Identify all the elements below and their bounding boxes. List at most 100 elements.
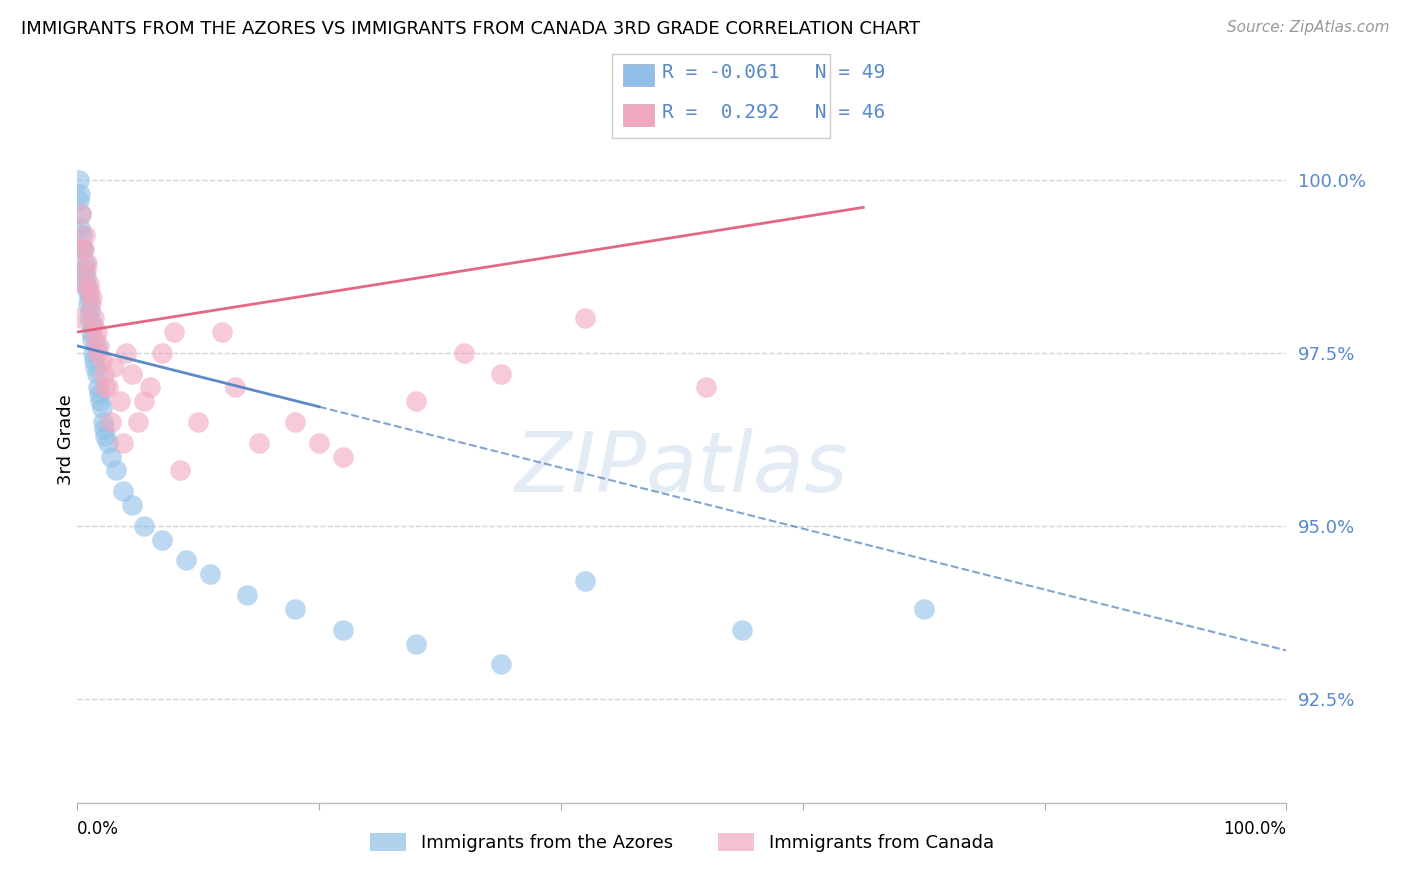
Text: 100.0%: 100.0% [1223, 820, 1286, 838]
Point [70, 228, 93, 243]
Point [67, 172, 90, 186]
Point [87, 380, 110, 394]
Point [86, 325, 108, 339]
Point [121, 498, 143, 512]
Point [84, 339, 107, 353]
Point [489, 657, 512, 672]
Point [70, 207, 93, 221]
Point [405, 394, 427, 409]
Y-axis label: 3rd Grade: 3rd Grade [58, 394, 75, 484]
Point [69, 186, 91, 201]
Point [70, 242, 93, 256]
Point [96, 435, 118, 450]
Text: ZIPatlas: ZIPatlas [515, 428, 849, 509]
Point [90, 401, 112, 416]
Point [93, 367, 115, 381]
Point [308, 435, 330, 450]
Point [70, 242, 93, 256]
Point [93, 422, 115, 436]
Point [80, 332, 103, 346]
Point [82, 345, 104, 359]
Point [574, 574, 596, 589]
Point [83, 311, 105, 326]
Point [77, 290, 100, 304]
Point [75, 277, 97, 291]
Point [174, 553, 197, 567]
Point [79, 277, 101, 291]
Point [108, 394, 131, 409]
Point [731, 623, 754, 637]
Point [103, 359, 125, 374]
Point [332, 450, 354, 464]
Point [77, 284, 100, 298]
Point [247, 435, 270, 450]
Point [76, 256, 98, 270]
Point [75, 269, 97, 284]
Point [90, 352, 112, 367]
Point [105, 463, 128, 477]
Point [453, 345, 475, 359]
Point [86, 367, 108, 381]
Point [224, 380, 246, 394]
Point [77, 297, 100, 311]
Point [200, 567, 222, 582]
Point [89, 394, 111, 409]
Point [127, 415, 149, 429]
Point [132, 519, 155, 533]
Point [132, 394, 155, 409]
Point [169, 463, 191, 477]
Point [76, 284, 98, 298]
Point [82, 318, 104, 332]
Point [489, 367, 512, 381]
Text: R = -0.061   N = 49: R = -0.061 N = 49 [662, 63, 886, 82]
Point [75, 262, 97, 277]
Point [112, 435, 135, 450]
Point [574, 311, 596, 326]
Point [69, 311, 91, 326]
Text: Source: ZipAtlas.com: Source: ZipAtlas.com [1226, 20, 1389, 35]
Point [72, 277, 94, 291]
Point [96, 380, 118, 394]
Point [73, 262, 96, 277]
Point [139, 380, 162, 394]
Point [94, 429, 117, 443]
Point [67, 194, 90, 208]
Point [72, 242, 94, 256]
Point [70, 207, 93, 221]
Point [94, 380, 117, 394]
Point [100, 415, 122, 429]
Point [121, 367, 143, 381]
Point [91, 415, 114, 429]
Point [405, 636, 427, 650]
Point [87, 387, 110, 401]
Point [211, 325, 233, 339]
Point [112, 484, 135, 499]
Point [87, 339, 110, 353]
Point [695, 380, 717, 394]
Point [912, 602, 935, 616]
Point [150, 533, 173, 547]
Point [284, 602, 307, 616]
Point [114, 345, 136, 359]
Point [79, 297, 101, 311]
Point [83, 352, 105, 367]
Point [150, 345, 173, 359]
Text: IMMIGRANTS FROM THE AZORES VS IMMIGRANTS FROM CANADA 3RD GRADE CORRELATION CHART: IMMIGRANTS FROM THE AZORES VS IMMIGRANTS… [21, 20, 920, 37]
Legend: Immigrants from the Azores, Immigrants from Canada: Immigrants from the Azores, Immigrants f… [363, 825, 1001, 859]
Text: 0.0%: 0.0% [77, 820, 120, 838]
Point [79, 325, 101, 339]
Point [84, 359, 107, 374]
Point [284, 415, 307, 429]
Text: R =  0.292   N = 46: R = 0.292 N = 46 [662, 103, 886, 122]
Point [73, 256, 96, 270]
Point [79, 304, 101, 318]
Point [69, 221, 91, 235]
Point [82, 318, 104, 332]
Point [187, 415, 209, 429]
Point [163, 325, 186, 339]
Point [73, 242, 96, 256]
Point [79, 311, 101, 326]
Point [332, 623, 354, 637]
Point [80, 290, 103, 304]
Point [87, 345, 110, 359]
